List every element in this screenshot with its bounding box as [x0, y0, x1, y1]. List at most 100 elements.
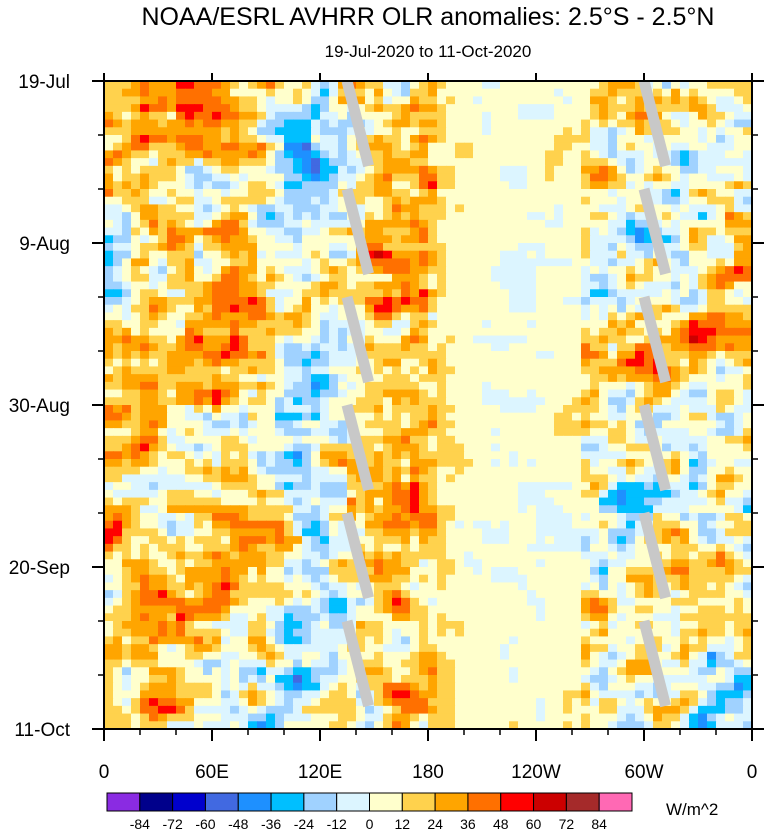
- heatmap-cell: [500, 212, 510, 221]
- heatmap-cell: [644, 281, 654, 290]
- heatmap-cell: [428, 304, 438, 314]
- heatmap-cell: [473, 474, 483, 483]
- heatmap-cell: [446, 559, 456, 568]
- heatmap-cell: [509, 351, 519, 360]
- heatmap-cell: [599, 451, 609, 460]
- heatmap-cell: [554, 327, 564, 337]
- heatmap-cell: [356, 381, 366, 391]
- heatmap-cell: [437, 88, 447, 98]
- heatmap-cell: [113, 351, 123, 360]
- heatmap-cell: [518, 227, 528, 236]
- heatmap-cell: [203, 505, 213, 514]
- heatmap-cell: [194, 173, 204, 182]
- heatmap-cell: [329, 335, 339, 344]
- heatmap-cell: [338, 497, 348, 506]
- heatmap-cell: [131, 119, 141, 128]
- heatmap-cell: [446, 474, 456, 483]
- heatmap-cell: [527, 173, 537, 182]
- heatmap-cell: [419, 435, 429, 445]
- heatmap-cell: [734, 474, 744, 483]
- heatmap-cell: [698, 181, 708, 190]
- heatmap-cell: [608, 597, 618, 607]
- heatmap-cell: [239, 312, 249, 321]
- heatmap-cell: [626, 435, 636, 445]
- heatmap-cell: [401, 405, 411, 414]
- heatmap-cell: [644, 381, 654, 391]
- heatmap-cell: [545, 320, 555, 329]
- heatmap-cell: [104, 412, 114, 422]
- heatmap-cell: [158, 250, 168, 260]
- heatmap-cell: [509, 119, 519, 128]
- heatmap-cell: [356, 528, 366, 537]
- heatmap-cell: [104, 374, 114, 383]
- heatmap-cell: [698, 150, 708, 159]
- heatmap-cell: [707, 597, 717, 607]
- heatmap-cell: [680, 173, 690, 182]
- heatmap-cell: [140, 551, 150, 560]
- heatmap-cell: [122, 613, 132, 622]
- heatmap-cell: [113, 127, 123, 136]
- heatmap-cell: [671, 281, 681, 290]
- heatmap-cell: [608, 88, 618, 98]
- heatmap-cell: [698, 135, 708, 144]
- heatmap-cell: [140, 335, 150, 344]
- heatmap-cell: [140, 428, 150, 437]
- heatmap-cell: [518, 312, 528, 321]
- heatmap-cell: [347, 389, 357, 398]
- heatmap-cell: [329, 381, 339, 391]
- heatmap-cell: [158, 466, 168, 476]
- heatmap-cell: [680, 335, 690, 344]
- heatmap-cell: [401, 127, 411, 136]
- heatmap-cell: [419, 559, 429, 568]
- heatmap-cell: [284, 381, 294, 391]
- heatmap-cell: [401, 243, 411, 252]
- heatmap-cell: [446, 227, 456, 236]
- heatmap-cell: [707, 165, 717, 175]
- heatmap-cell: [482, 327, 492, 337]
- heatmap-cell: [689, 266, 699, 275]
- heatmap-cell: [392, 158, 402, 167]
- heatmap-cell: [527, 219, 537, 229]
- heatmap-cell: [563, 474, 573, 483]
- heatmap-cell: [518, 590, 528, 599]
- heatmap-cell: [383, 343, 393, 352]
- heatmap-cell: [491, 273, 501, 283]
- heatmap-cell: [617, 513, 627, 522]
- heatmap-cell: [383, 582, 393, 591]
- heatmap-cell: [635, 111, 645, 121]
- heatmap-cell: [311, 474, 321, 483]
- heatmap-cell: [599, 482, 609, 491]
- heatmap-cell: [581, 181, 591, 190]
- heatmap-cell: [104, 482, 114, 491]
- heatmap-cell: [149, 505, 159, 514]
- heatmap-cell: [167, 273, 177, 283]
- heatmap-cell: [257, 258, 267, 267]
- heatmap-cell: [437, 489, 447, 499]
- heatmap-cell: [275, 88, 285, 98]
- heatmap-cell: [365, 543, 375, 553]
- heatmap-cell: [527, 158, 537, 167]
- heatmap-cell: [284, 273, 294, 283]
- heatmap-cell: [590, 389, 600, 398]
- heatmap-cell: [437, 597, 447, 607]
- heatmap-cell: [599, 358, 609, 368]
- heatmap-cell: [320, 158, 330, 167]
- heatmap-cell: [131, 443, 141, 452]
- heatmap-cell: [131, 320, 141, 329]
- heatmap-cell: [455, 412, 465, 422]
- heatmap-cell: [608, 389, 618, 398]
- heatmap-cell: [221, 443, 231, 452]
- heatmap-cell: [419, 258, 429, 267]
- heatmap-cell: [365, 466, 375, 476]
- heatmap-cell: [626, 227, 636, 236]
- heatmap-cell: [464, 258, 474, 267]
- heatmap-cell: [419, 150, 429, 159]
- heatmap-cell: [545, 81, 555, 90]
- heatmap-cell: [302, 250, 312, 260]
- heatmap-cell: [275, 127, 285, 136]
- heatmap-cell: [374, 505, 384, 514]
- heatmap-cell: [194, 204, 204, 213]
- heatmap-cell: [419, 243, 429, 252]
- heatmap-cell: [725, 165, 735, 175]
- heatmap-cell: [608, 590, 618, 599]
